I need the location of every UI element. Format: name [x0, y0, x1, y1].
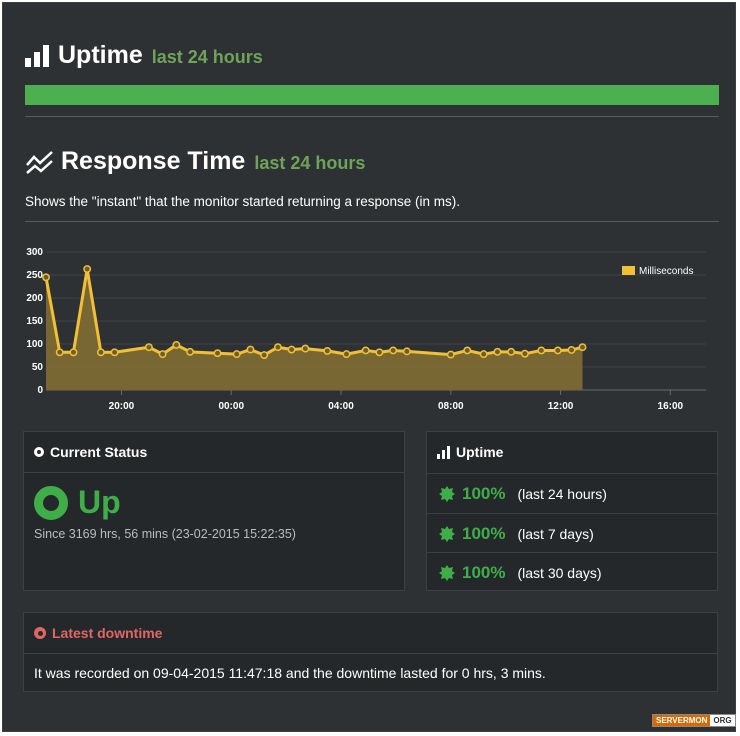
data-point [144, 343, 153, 352]
line-chart-icon [26, 150, 53, 174]
badge-icon [439, 564, 455, 581]
uptime-progress-bar [25, 85, 719, 105]
response-period: last 24 hours [254, 153, 366, 173]
data-point [507, 347, 516, 356]
servermon-logo[interactable]: SERVERMON ORG [652, 714, 736, 727]
x-tick-label: 00:00 [218, 401, 244, 412]
bar-chart-icon [437, 445, 450, 459]
data-point [375, 348, 384, 357]
current-status-panel: Current Status Up Since 3169 hrs, 56 min… [23, 431, 405, 591]
badge-icon [439, 525, 455, 542]
uptime-panel: Uptime 100% (last 24 hours) 100% (last 7… [426, 431, 718, 591]
data-point [301, 344, 310, 353]
uptime-row: 100% (last 24 hours) [427, 473, 717, 513]
divider [25, 221, 719, 222]
response-title: Response Time [61, 147, 246, 175]
y-tick-label: 50 [32, 362, 44, 373]
y-tick-label: 300 [26, 247, 43, 258]
response-header: Response Time last 24 hours [25, 147, 365, 176]
y-tick-label: 0 [37, 385, 43, 396]
data-point [42, 273, 50, 282]
data-point [361, 346, 370, 355]
uptime-period-label: (last 7 days) [517, 525, 594, 542]
data-point [402, 347, 411, 356]
response-time-chart: 0 50 100 150 200 250 300 20:00 00:00 04:00 08:00 12… [26, 247, 706, 412]
data-point [260, 351, 269, 359]
data-point [158, 350, 167, 359]
data-point [463, 346, 472, 355]
data-point [232, 350, 241, 359]
data-point [96, 348, 105, 357]
status-since: Since 3169 hrs, 56 mins (23-02-2015 15:2… [34, 527, 296, 541]
data-point [287, 345, 296, 354]
x-tick-label: 08:00 [438, 401, 464, 412]
uptime-row: 100% (last 7 days) [427, 513, 717, 553]
divider [25, 116, 719, 117]
data-point [493, 347, 502, 356]
data-point [186, 347, 195, 356]
uptime-panel-title: Uptime [456, 444, 504, 460]
downtime-header: Latest downtime [24, 613, 717, 654]
data-point [172, 340, 181, 349]
uptime-percent: 100% [462, 562, 506, 582]
uptime-period-label: (last 24 hours) [517, 485, 607, 502]
dot-circle-icon [34, 447, 44, 457]
uptime-percent: 100% [462, 483, 506, 503]
uptime-panel-header: Uptime [427, 432, 717, 472]
uptime-percent: 100% [462, 523, 506, 543]
uptime-header: Uptime last 24 hours [25, 41, 263, 70]
data-point [110, 348, 119, 357]
data-point [567, 346, 576, 354]
series-area [46, 269, 583, 390]
data-point [246, 345, 255, 354]
status-indicator: Up [34, 484, 121, 521]
x-tick-label: 16:00 [658, 401, 684, 412]
legend-label: Milliseconds [639, 266, 693, 277]
alert-dot-icon [34, 627, 46, 639]
brand-part2: ORG [710, 715, 735, 726]
series-line [44, 267, 583, 357]
downtime-panel: Latest downtime It was recorded on 09-04… [23, 612, 718, 692]
data-point [342, 350, 351, 359]
x-tick-label: 04:00 [328, 401, 354, 412]
data-point [446, 350, 455, 359]
current-status-header: Current Status [24, 432, 404, 473]
data-point [273, 343, 282, 352]
status-text: Up [78, 484, 121, 520]
y-tick-label: 150 [26, 316, 43, 327]
badge-icon [439, 485, 455, 502]
data-point [520, 349, 529, 358]
data-point [83, 265, 92, 273]
current-status-title: Current Status [50, 444, 148, 460]
response-description: Shows the "instant" that the monitor sta… [25, 194, 461, 209]
y-tick-label: 100 [26, 339, 43, 350]
data-point [389, 346, 398, 355]
brand-part1: SERVERMON [653, 715, 711, 726]
uptime-period: last 24 hours [151, 47, 263, 67]
downtime-title: Latest downtime [52, 625, 163, 641]
uptime-title: Uptime [58, 41, 143, 69]
x-tick-label: 20:00 [109, 401, 135, 412]
data-point [69, 348, 78, 357]
data-point [55, 348, 64, 357]
data-point [479, 350, 488, 359]
status-ring-icon [34, 485, 68, 520]
downtime-text: It was recorded on 09-04-2015 11:47:18 a… [34, 665, 546, 681]
x-tick-label: 12:00 [548, 401, 574, 412]
y-tick-label: 200 [26, 293, 43, 304]
bar-chart-icon [25, 44, 49, 67]
uptime-period-label: (last 30 days) [517, 564, 602, 581]
data-point [537, 346, 546, 355]
legend-swatch [622, 266, 635, 275]
data-point [323, 346, 332, 355]
data-point [553, 346, 562, 355]
y-tick-label: 250 [26, 270, 43, 281]
data-point [578, 343, 587, 352]
uptime-row: 100% (last 30 days) [427, 552, 717, 592]
data-point [213, 349, 222, 358]
